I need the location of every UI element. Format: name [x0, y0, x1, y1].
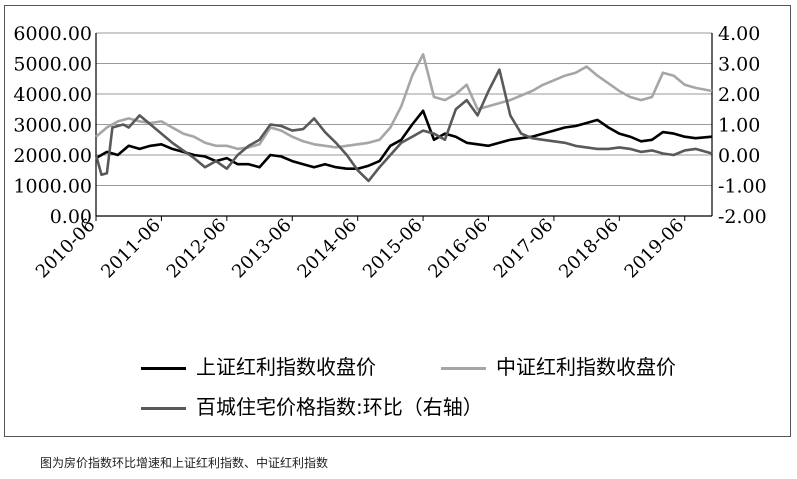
series-lines	[94, 53, 713, 183]
legend-item-house: 百城住宅价格指数:环比（右轴）	[141, 391, 483, 420]
left-tick-label: 4000.00	[13, 84, 92, 106]
x-tick-label: 2018-06	[555, 215, 623, 283]
left-tick-label: 0.00	[50, 206, 92, 228]
legend-label-csi: 中证红利指数收盘价	[496, 355, 676, 379]
x-tick-label: 2015-06	[359, 215, 427, 283]
x-tick-label: 2019-06	[621, 215, 689, 283]
right-tick-label: 2.00	[718, 84, 760, 106]
left-axis-ticks: 0.00 1000.00 2000.00 3000.00 4000.00 5000.00 6…	[13, 23, 92, 228]
axes	[95, 33, 713, 217]
series-line-shanghai	[95, 109, 713, 170]
legend-label-shanghai: 上证红利指数收盘价	[196, 355, 376, 379]
legend-label-house: 百城住宅价格指数:环比（右轴）	[196, 395, 483, 419]
right-axis-ticks: -2.00 -1.00 0.00 1.00 2.00 3.00 4.00	[718, 23, 767, 228]
chart-svg: 0.00 1000.00 2000.00 3000.00 4000.00 5000.00 6…	[13, 23, 767, 283]
series-line-house	[94, 68, 713, 183]
legend-item-shanghai: 上证红利指数收盘价	[141, 351, 376, 380]
x-tick-label: 2011-06	[97, 215, 165, 283]
grid-lines	[96, 32, 712, 186]
left-tick-label: 3000.00	[13, 115, 92, 137]
legend-swatch-csi	[441, 367, 486, 370]
x-axis-ticks: 2010-062011-062012-062013-062014-062015-…	[32, 215, 688, 283]
left-tick-label: 2000.00	[13, 145, 92, 167]
right-tick-label: 3.00	[718, 54, 760, 76]
left-tick-label: 5000.00	[13, 54, 92, 76]
right-tick-label: 4.00	[718, 23, 760, 45]
x-tick-label: 2017-06	[490, 215, 558, 283]
right-tick-label: -2.00	[718, 206, 767, 228]
legend-swatch-shanghai	[141, 367, 186, 370]
x-tick-label: 2012-06	[163, 215, 231, 283]
x-tick-label: 2016-06	[424, 215, 492, 283]
right-tick-label: 1.00	[718, 115, 760, 137]
left-tick-label: 6000.00	[13, 23, 92, 45]
figure-caption: 图为房价指数环比增速和上证红利指数、中证红利指数	[40, 456, 329, 470]
legend-item-csi: 中证红利指数收盘价	[441, 351, 676, 380]
chart-frame: 0.00 1000.00 2000.00 3000.00 4000.00 5000.00 6…	[4, 5, 791, 437]
left-tick-label: 1000.00	[13, 176, 92, 198]
legend-swatch-house	[141, 407, 186, 410]
series-line-csi	[95, 53, 713, 151]
right-tick-label: -1.00	[718, 176, 767, 198]
x-tick-label: 2013-06	[228, 215, 296, 283]
right-tick-label: 0.00	[718, 145, 760, 167]
x-tick-label: 2014-06	[293, 215, 361, 283]
